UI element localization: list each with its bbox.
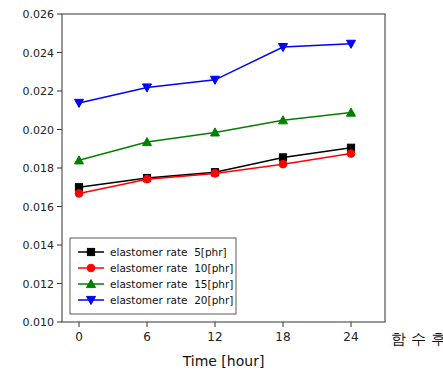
x-axis-label: Time [hour] bbox=[182, 353, 265, 369]
y-tick-label: 0.026 bbox=[23, 8, 55, 21]
x-tick bbox=[79, 322, 80, 327]
marker bbox=[211, 76, 220, 84]
marker bbox=[143, 84, 152, 92]
y-tick bbox=[57, 129, 62, 130]
chart: 0.010 0.012 0.014 0.016 0.018 0.020 0.022 0.024… bbox=[0, 0, 443, 386]
plot-area bbox=[75, 40, 356, 197]
legend-label: elastomer rate 5[phr] bbox=[110, 246, 227, 258]
y-tick bbox=[57, 283, 62, 284]
x-tick-label: 12 bbox=[207, 330, 222, 344]
marker bbox=[211, 170, 219, 178]
marker bbox=[75, 190, 83, 198]
y-tick bbox=[57, 206, 62, 207]
marker bbox=[347, 40, 356, 48]
marker bbox=[347, 150, 355, 158]
y-tick bbox=[57, 168, 62, 169]
y-tick-label: 0.012 bbox=[23, 278, 55, 291]
marker bbox=[279, 160, 287, 168]
y-tick bbox=[57, 91, 62, 92]
x-tick bbox=[215, 322, 216, 327]
marker bbox=[75, 156, 84, 164]
plot-frame bbox=[62, 14, 385, 322]
legend-label: elastomer rate 15[phr] bbox=[110, 278, 233, 290]
y-tick-label: 0.014 bbox=[23, 239, 55, 252]
legend-frame bbox=[70, 238, 236, 314]
series-line bbox=[79, 44, 351, 103]
series-line bbox=[79, 113, 351, 161]
marker bbox=[279, 116, 288, 124]
marker bbox=[143, 175, 151, 183]
legend: elastomer rate 5[phr] elastomer rate 10[p… bbox=[70, 238, 236, 314]
background bbox=[0, 0, 443, 386]
series-line bbox=[79, 148, 351, 187]
y-tick-label: 0.022 bbox=[23, 85, 55, 98]
y-tick bbox=[57, 322, 62, 323]
legend-label: elastomer rate 10[phr] bbox=[110, 262, 233, 274]
y-tick-label: 0.024 bbox=[23, 47, 55, 60]
legend-marker bbox=[87, 280, 96, 288]
x-tick bbox=[147, 322, 148, 327]
marker bbox=[211, 128, 220, 136]
annotation: 함 수 후 bbox=[391, 330, 443, 348]
series-line bbox=[79, 154, 351, 194]
y-tick-label: 0.016 bbox=[23, 201, 55, 214]
x-tick-label: 6 bbox=[143, 330, 151, 344]
x-tick-label: 0 bbox=[75, 330, 83, 344]
marker bbox=[75, 99, 84, 107]
y-tick-label: 0.010 bbox=[23, 316, 55, 329]
marker bbox=[279, 44, 288, 52]
y-tick-label: 0.018 bbox=[23, 162, 55, 175]
x-tick bbox=[283, 322, 284, 327]
legend-marker bbox=[87, 248, 94, 255]
legend-marker bbox=[87, 264, 95, 272]
x-tick bbox=[351, 322, 352, 327]
x-tick-label: 24 bbox=[343, 330, 358, 344]
y-tick bbox=[57, 52, 62, 53]
marker bbox=[143, 138, 152, 146]
marker bbox=[347, 108, 356, 116]
legend-marker bbox=[87, 296, 96, 304]
legend-label: elastomer rate 20[phr] bbox=[110, 294, 233, 306]
x-tick-label: 18 bbox=[275, 330, 290, 344]
y-tick bbox=[57, 245, 62, 246]
y-tick bbox=[57, 14, 62, 15]
y-tick-label: 0.020 bbox=[23, 124, 55, 137]
